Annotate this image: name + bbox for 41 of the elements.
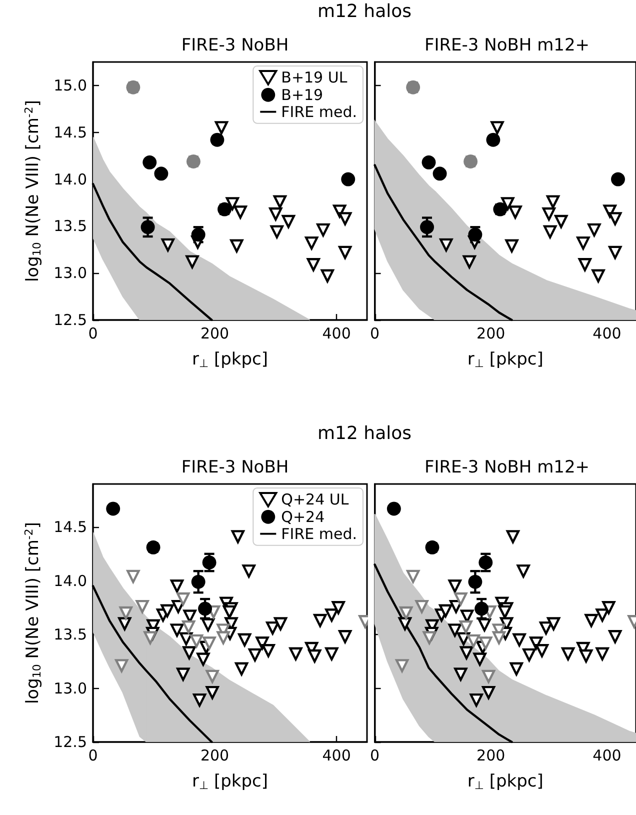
x-tick-label: 200 (200, 324, 230, 342)
x-tick-label: 400 (592, 324, 622, 342)
y-tick-label: 13.5 (54, 626, 87, 644)
y-tick-label: 14.5 (54, 123, 87, 142)
y-tick-label: 14.5 (54, 518, 87, 536)
x-axis-title: r⊥ [pkpc] (467, 772, 544, 792)
x-tick-label: 400 (322, 746, 351, 764)
x-tick-label: 200 (200, 746, 230, 764)
y-tick-label: 13.0 (54, 264, 87, 282)
legend-label: Q+24 UL (281, 490, 350, 509)
x-tick-label: 0 (88, 746, 98, 764)
y-tick-label: 14.0 (54, 170, 87, 188)
chart-title: FIRE-3 NoBH m12+ (424, 36, 590, 56)
y-axis-title: log10 N(Ne VIII) [cm-2] (22, 522, 44, 704)
x-tick-label: 400 (592, 746, 622, 764)
x-tick-label: 0 (370, 324, 380, 342)
legend-label: B+19 (281, 86, 324, 104)
y-tick-label: 15.0 (54, 76, 87, 94)
x-tick-label: 0 (88, 324, 98, 342)
text: m12 halos (316, 0, 412, 24)
chart-title: FIRE-3 NoBH (181, 458, 289, 478)
y-axis-title: log10 N(Ne VIII) [cm-2] (22, 100, 44, 282)
y-tick-label: 14.0 (54, 572, 87, 590)
x-tick-label: 0 (370, 746, 380, 764)
legend-label: Q+24 (281, 508, 325, 526)
x-tick-label: 200 (476, 324, 506, 342)
x-tick-label: 200 (476, 746, 506, 764)
chart-title: FIRE-3 NoBH (181, 36, 289, 56)
x-tick-label: 400 (322, 324, 351, 342)
legend-label: FIRE med. (281, 524, 358, 543)
x-axis-title: r⊥ [pkpc] (467, 350, 544, 370)
y-tick-label: 12.5 (54, 733, 87, 751)
x-axis-title: r⊥ [pkpc] (192, 772, 268, 792)
y-tick-label: 13.5 (54, 217, 87, 236)
legend-label: B+19 UL (281, 68, 348, 87)
y-tick-label: 12.5 (54, 311, 87, 329)
legend-label: FIRE med. (281, 102, 358, 121)
chart-title: FIRE-3 NoBH m12+ (424, 458, 590, 478)
x-axis-title: r⊥ [pkpc] (192, 350, 268, 370)
text: m12 halos (316, 422, 412, 446)
y-tick-label: 13.0 (54, 679, 87, 698)
